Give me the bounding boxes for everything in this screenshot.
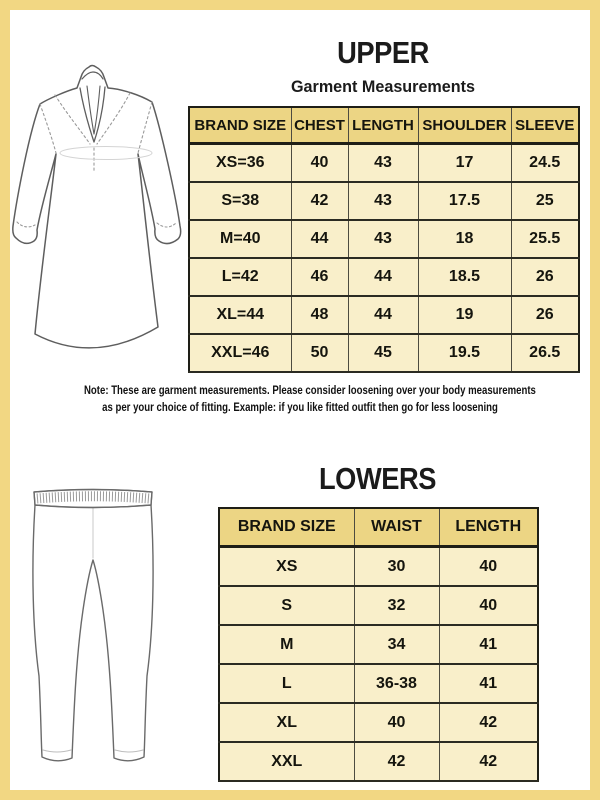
cell-chest: 40 [290, 142, 349, 183]
cell-sleeve: 26.5 [510, 333, 580, 373]
table-row: XXL 42 42 [218, 741, 539, 782]
cell-chest: 44 [290, 219, 349, 259]
lowers-measurements-table: BRAND SIZE WAIST LENGTH XS 30 40 S 32 40… [218, 507, 539, 782]
note-line-1: Note: These are garment measurements. Pl… [84, 383, 536, 397]
cell-waist: 34 [353, 624, 440, 665]
note-line-2: as per your choice of fitting. Example: … [102, 400, 498, 414]
cell-length: 44 [347, 295, 419, 335]
cell-waist: 36-38 [353, 663, 440, 704]
cell-size: XS=36 [188, 142, 292, 183]
upper-measurements-table: BRAND SIZE CHEST LENGTH SHOULDER SLEEVE … [188, 106, 580, 373]
table-row: XS=36 40 43 17 24.5 [188, 142, 580, 183]
table-row: XL 40 42 [218, 702, 539, 743]
cell-length: 43 [347, 181, 419, 221]
table-row: L=42 46 44 18.5 26 [188, 257, 580, 297]
cell-size: XXL [218, 741, 355, 782]
cell-length: 41 [438, 663, 539, 704]
cell-size: XL [218, 702, 355, 743]
cell-shoulder: 19 [417, 295, 512, 335]
measurement-note: Note: These are garment measurements. Pl… [84, 382, 536, 416]
cell-length: 40 [438, 545, 539, 587]
upper-section-title: UPPER [337, 35, 429, 70]
cell-waist: 32 [353, 585, 440, 626]
column-header-waist: WAIST [353, 507, 440, 548]
cell-sleeve: 25.5 [510, 219, 580, 259]
lowers-section-title: LOWERS [318, 461, 437, 496]
cell-length: 42 [438, 741, 539, 782]
cell-chest: 50 [290, 333, 349, 373]
cell-shoulder: 17 [417, 142, 512, 183]
cell-chest: 46 [290, 257, 349, 297]
cell-shoulder: 19.5 [417, 333, 512, 373]
table-row: XL=44 48 44 19 26 [188, 295, 580, 335]
column-header-length: LENGTH [438, 507, 539, 548]
cell-shoulder: 17.5 [417, 181, 512, 221]
cell-size: L=42 [188, 257, 292, 297]
cell-size: XXL=46 [188, 333, 292, 373]
cell-length: 45 [347, 333, 419, 373]
upper-section-subtitle: Garment Measurements [290, 77, 476, 96]
table-row: XS 30 40 [218, 545, 539, 587]
cell-length: 41 [438, 624, 539, 665]
cell-chest: 48 [290, 295, 349, 335]
cell-length: 43 [347, 219, 419, 259]
cell-length: 43 [347, 142, 419, 183]
table-row: M 34 41 [218, 624, 539, 665]
cell-sleeve: 26 [510, 295, 580, 335]
table-row: L 36-38 41 [218, 663, 539, 704]
table-row: S=38 42 43 17.5 25 [188, 181, 580, 221]
cell-length: 40 [438, 585, 539, 626]
cell-sleeve: 24.5 [510, 142, 580, 183]
cell-size: XS [218, 545, 355, 587]
lower-table-header-row: BRAND SIZE WAIST LENGTH [218, 507, 539, 548]
cell-size: L [218, 663, 355, 704]
column-header-brand-size: BRAND SIZE [188, 106, 292, 145]
table-row: M=40 44 43 18 25.5 [188, 219, 580, 259]
cell-length: 42 [438, 702, 539, 743]
table-row: S 32 40 [218, 585, 539, 626]
cell-length: 44 [347, 257, 419, 297]
cell-size: XL=44 [188, 295, 292, 335]
cell-waist: 40 [353, 702, 440, 743]
cell-size: S=38 [188, 181, 292, 221]
cell-sleeve: 26 [510, 257, 580, 297]
column-header-shoulder: SHOULDER [417, 106, 512, 145]
cell-chest: 42 [290, 181, 349, 221]
cell-size: M=40 [188, 219, 292, 259]
column-header-chest: CHEST [290, 106, 349, 145]
column-header-sleeve: SLEEVE [510, 106, 580, 145]
cell-waist: 42 [353, 741, 440, 782]
cell-shoulder: 18 [417, 219, 512, 259]
cell-size: M [218, 624, 355, 665]
cell-size: S [218, 585, 355, 626]
cell-waist: 30 [353, 545, 440, 587]
kurta-illustration [12, 64, 182, 349]
upper-table-header-row: BRAND SIZE CHEST LENGTH SHOULDER SLEEVE [188, 106, 580, 145]
table-row: XXL=46 50 45 19.5 26.5 [188, 333, 580, 373]
leggings-illustration [32, 488, 154, 762]
cell-shoulder: 18.5 [417, 257, 512, 297]
cell-sleeve: 25 [510, 181, 580, 221]
column-header-brand-size: BRAND SIZE [218, 507, 355, 548]
column-header-length: LENGTH [347, 106, 419, 145]
